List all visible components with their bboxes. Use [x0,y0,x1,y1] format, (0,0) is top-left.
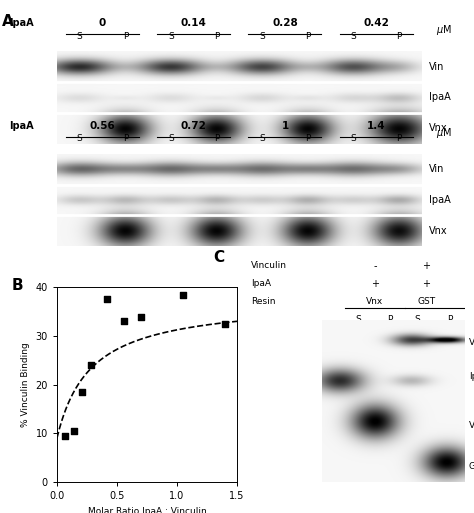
Text: B: B [12,278,24,292]
Text: Vinculin: Vinculin [251,261,287,270]
X-axis label: Molar Ratio IpaA : Vinculin: Molar Ratio IpaA : Vinculin [88,507,206,513]
Text: Vin: Vin [428,164,444,174]
Text: S: S [351,134,356,143]
Text: GST: GST [469,462,474,471]
Text: S: S [259,134,265,143]
Point [179,290,187,299]
Text: 0.56: 0.56 [90,121,115,131]
Text: S: S [351,31,356,41]
Text: +: + [371,279,379,289]
Point [62,432,69,440]
Text: IpaA: IpaA [428,195,450,205]
Text: S: S [415,315,420,324]
Text: 0.14: 0.14 [181,18,207,28]
Text: S: S [168,134,174,143]
Text: Vnx: Vnx [469,421,474,430]
Text: IpaA: IpaA [469,371,474,381]
Text: IpaA: IpaA [428,92,450,103]
Text: S: S [355,315,361,324]
Text: Vnx: Vnx [428,123,447,133]
Text: P: P [396,31,402,41]
Text: Resin: Resin [251,297,276,306]
Y-axis label: % Vinculin Binding: % Vinculin Binding [21,342,30,427]
Text: GST: GST [417,297,435,306]
Text: +: + [422,279,430,289]
Text: 1.4: 1.4 [367,121,385,131]
Text: IpaA: IpaA [9,121,34,131]
Point [120,317,128,326]
Text: -: - [373,261,377,271]
Text: IpaA: IpaA [251,279,271,288]
Text: 0: 0 [99,18,106,28]
Text: 0.42: 0.42 [363,18,389,28]
Point [103,295,111,304]
Text: P: P [123,134,128,143]
Text: Vin: Vin [428,62,444,72]
Text: P: P [447,315,452,324]
Text: $\mu$M: $\mu$M [436,126,451,140]
Text: $\mu$M: $\mu$M [436,24,451,37]
Text: A: A [2,14,14,29]
Point [78,388,86,396]
Text: 0.72: 0.72 [181,121,207,131]
Text: P: P [305,134,310,143]
Text: S: S [77,31,82,41]
Text: P: P [396,134,402,143]
Text: 1: 1 [282,121,289,131]
Text: P: P [214,134,219,143]
Text: P: P [305,31,310,41]
Text: P: P [123,31,128,41]
Point [137,312,145,321]
Point [221,320,229,328]
Text: S: S [77,134,82,143]
Text: +: + [422,261,430,271]
Point [87,361,94,369]
Text: Vnx: Vnx [428,226,447,236]
Point [70,427,77,435]
Text: Vnx: Vnx [366,297,383,306]
Text: P: P [214,31,219,41]
Text: C: C [213,250,224,265]
Text: P: P [387,315,392,324]
Text: S: S [168,31,174,41]
Text: Vin: Vin [469,338,474,347]
Text: S: S [259,31,265,41]
Text: IpaA: IpaA [9,18,34,28]
Text: 0.28: 0.28 [272,18,298,28]
